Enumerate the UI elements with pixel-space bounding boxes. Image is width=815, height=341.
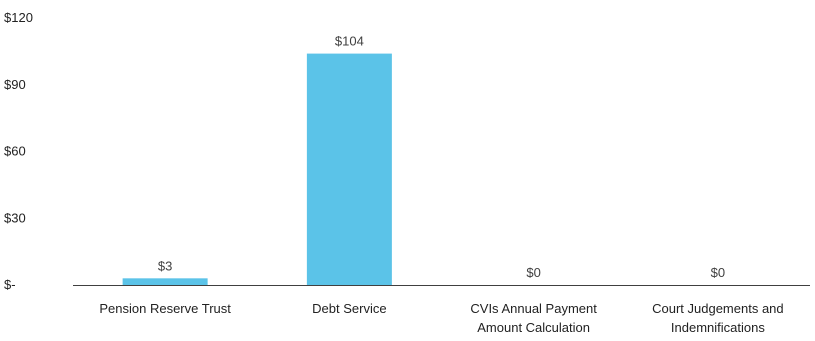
data-label: $104 [335, 34, 364, 49]
bars [122, 53, 392, 285]
y-tick-label: $120 [4, 10, 33, 25]
data-label: $0 [526, 265, 540, 280]
y-tick-label: $60 [4, 144, 26, 159]
data-label: $3 [158, 258, 172, 273]
bar [122, 278, 208, 285]
x-tick-label: Debt Service [312, 301, 386, 316]
bar [306, 53, 392, 285]
x-tick-label: CVIs Annual Payment Amount Calculation [470, 301, 597, 335]
category-labels: Pension Reserve Trust Debt Service CVIs An… [99, 301, 783, 335]
y-axis-ticks: $- $30 $60 $90 $120 [4, 10, 33, 292]
data-label: $0 [711, 265, 725, 280]
y-tick-label: $- [4, 277, 16, 292]
y-tick-label: $90 [4, 77, 26, 92]
y-tick-label: $30 [4, 210, 26, 225]
x-tick-label: Court Judgements and Indemnifications [652, 301, 784, 335]
x-tick-label: Pension Reserve Trust [99, 301, 231, 316]
data-labels: $3 $104 $0 $0 [158, 34, 725, 280]
